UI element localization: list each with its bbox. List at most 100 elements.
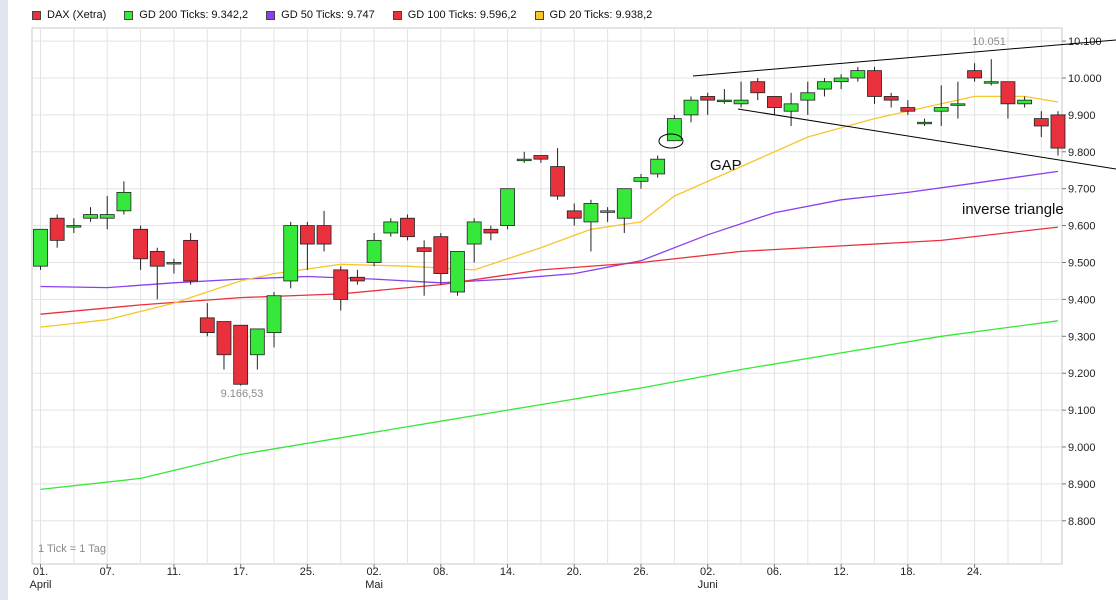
candle-body-down [1000,81,1016,105]
candle [350,269,365,285]
candle-body-down [483,228,499,234]
candle-body-down [216,321,232,356]
candle-body-up [783,103,799,112]
candle-body-down [183,239,199,282]
candle [767,96,782,115]
candle [266,292,282,348]
series-line-0 [40,320,1059,491]
legend-label-gd20: GD 20 Ticks: 9.938,2 [549,9,653,21]
gap-annotation: GAP [710,157,742,174]
candle [299,221,315,270]
x-tick-label: 06. [767,566,782,578]
legend-item-gd100[interactable]: GD 100 Ticks: 9.596,2 [392,9,517,21]
candle-body-down [967,70,982,79]
candle-body-up [33,228,48,267]
candle [366,232,382,267]
candle-body-up [933,107,949,112]
y-tick-label: 9.800 [1068,147,1096,159]
candle [700,92,716,115]
candle-body-up [850,70,866,79]
candle-body-up [950,103,966,106]
candle-body-down [416,247,432,252]
candle [850,66,866,82]
candle [950,81,966,119]
legend-label-gd50: GD 50 Ticks: 9.747 [281,9,375,21]
candle [600,207,616,222]
candle [500,188,515,230]
x-tick-label: 26. [633,566,648,578]
candle [249,328,265,370]
legend-item-gd20[interactable]: GD 20 Ticks: 9.938,2 [534,9,653,21]
candle-body-up [817,81,832,90]
candle-body-down [767,96,782,108]
legend-swatch-gd100 [392,10,402,20]
candle-body-down [1050,114,1066,149]
candle [466,218,482,263]
candle-body-up [1017,99,1033,105]
y-axis: 8.800 8.900 9.000 9.100 9.200 9.300 9.400 9.500… [1062,36,1102,528]
candle [149,247,165,300]
candle-body-down [133,228,148,260]
candle-body-up [99,214,115,219]
legend-label-gd200: GD 200 Ticks: 9.342,2 [139,9,249,21]
candle-body-up [683,99,699,116]
x-tick-label: 25. [300,566,315,578]
legend-item-gd50[interactable]: GD 50 Ticks: 9.747 [266,9,375,21]
candle [133,225,148,270]
candle-body-up [633,177,649,182]
candle [716,89,732,104]
candle [400,214,415,241]
gap-marker-ellipse [658,133,684,149]
candle [867,66,882,104]
candle [433,232,449,285]
candle [1017,96,1033,108]
legend-swatch-gd50 [266,10,276,20]
candle [233,324,249,386]
x-tick-label: 08. [433,566,448,578]
candle-body-down [433,236,449,274]
candle [183,232,199,285]
x-tick-label: 11. [167,566,181,578]
candle-body-down [533,155,549,160]
triangle-lower-line [737,108,1116,170]
candle [983,59,999,86]
candle [49,214,65,248]
candle-body-down [700,96,716,101]
candle-body-down [149,251,165,267]
candle [1050,111,1066,156]
legend-item-gd200[interactable]: GD 200 Ticks: 9.342,2 [124,9,248,21]
legend-item-dax[interactable]: DAX (Xetra) [32,9,106,21]
candle-body-up [650,158,666,175]
candle [66,218,82,233]
candle [1000,81,1016,119]
candle [33,228,48,270]
candle-body-up [166,262,182,265]
x-tick-label: 07. [100,566,115,578]
candle [316,210,332,252]
series-line-2 [40,226,1059,315]
candle-body-up [66,225,82,228]
candle [583,199,599,252]
candles [33,59,1066,386]
candle [967,63,982,82]
candle-body-up [733,99,749,105]
candle-body-down [867,70,882,97]
candle-body-up [366,239,382,263]
candle [516,151,532,163]
candle [1033,111,1049,138]
candle-body-up [917,121,932,125]
candle-body-down [400,217,415,238]
candle [683,96,699,123]
x-tick-label: 20. [567,566,582,578]
x-tick-label: 24. [967,566,982,578]
y-tick-label: 8.900 [1068,479,1096,491]
x-tick-label: 14. [500,566,515,578]
candle [199,303,215,337]
candle [666,114,682,142]
x-tick-label: 17. [233,566,248,578]
candle-body-up [800,92,816,101]
y-tick-label: 9.000 [1068,442,1096,454]
candle-body-up [833,77,849,83]
candle [333,266,349,311]
